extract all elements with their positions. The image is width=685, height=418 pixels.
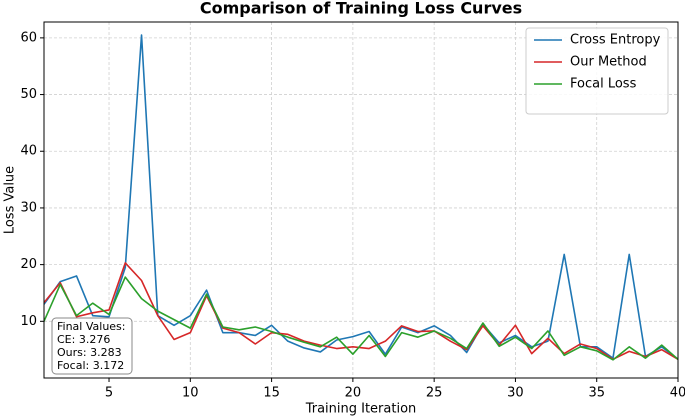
data-line [44, 34, 678, 360]
annotation-box [51, 317, 133, 375]
x-tick-label: 35 [588, 386, 605, 401]
y-tick-label: 10 [20, 314, 37, 329]
x-axis-label: Training Iteration [305, 402, 417, 417]
data-line [44, 262, 678, 361]
x-tick-label: 5 [105, 386, 113, 401]
legend-label: Our Method [570, 55, 647, 70]
chart-title: Comparison of Training Loss Curves [200, 0, 522, 18]
x-tick-label: 40 [670, 386, 685, 401]
y-tick-label: 40 [20, 144, 37, 159]
x-tick-label: 20 [345, 386, 362, 401]
annotation-text: CE: 3.276 [57, 333, 110, 346]
x-tick-label: 15 [263, 386, 280, 401]
y-axis-label: Loss Value [3, 166, 18, 234]
y-tick-label: 20 [20, 257, 37, 272]
y-tick-label: 30 [20, 200, 37, 215]
legend-label: Focal Loss [570, 77, 637, 92]
x-tick-label: 25 [426, 386, 443, 401]
y-tick-label: 60 [20, 30, 37, 45]
x-tick-label: 30 [507, 386, 524, 401]
legend-label: Cross Entropy [570, 33, 661, 48]
y-tick-label: 50 [20, 87, 37, 102]
annotation-text: Ours: 3.283 [57, 346, 122, 359]
x-tick-label: 10 [182, 386, 199, 401]
legend-box [525, 27, 669, 115]
annotation-text: Focal: 3.172 [57, 359, 124, 372]
plot-frame [43, 21, 679, 379]
annotation-text: Final Values: [57, 320, 126, 333]
data-line [44, 276, 678, 361]
